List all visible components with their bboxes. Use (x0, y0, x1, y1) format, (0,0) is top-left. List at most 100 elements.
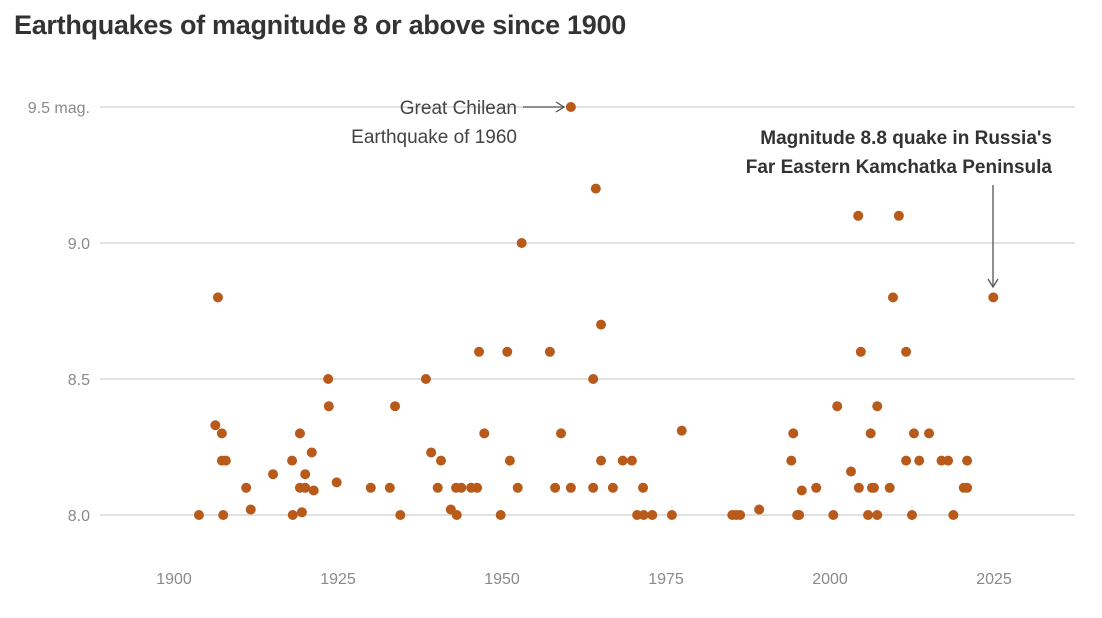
earthquake-point (853, 210, 864, 221)
earthquake-point (786, 455, 797, 466)
earthquake-point (504, 455, 515, 466)
earthquake-point (868, 482, 879, 493)
earthquake-point (865, 428, 876, 439)
earthquake-point (495, 510, 506, 520)
earthquake-point (365, 482, 376, 493)
earthquake-point (626, 455, 637, 466)
earthquake-point (479, 428, 490, 439)
earthquake-point (308, 485, 319, 496)
y-tick-label: 8.0 (68, 508, 90, 525)
earthquake-point (420, 374, 431, 384)
earthquake-point (596, 455, 607, 466)
annotation-chilean-line2: Earthquake of 1960 (351, 127, 517, 148)
earthquake-point (216, 428, 227, 439)
earthquake-point (607, 482, 618, 493)
earthquake-point (550, 482, 561, 493)
earthquake-point (456, 482, 467, 493)
y-tick-label: 9.5 mag. (28, 100, 90, 117)
earthquake-point (832, 401, 843, 412)
earthquake-point (948, 510, 959, 520)
earthquake-point (811, 482, 822, 493)
earthquake-point (451, 510, 462, 520)
earthquake-point (220, 455, 231, 466)
earthquake-point (287, 455, 298, 466)
y-tick-label: 8.5 (68, 372, 90, 389)
x-tick-label: 1975 (648, 571, 684, 588)
earthquake-point (300, 482, 311, 493)
x-tick-label: 2000 (812, 571, 848, 588)
x-tick-label: 2025 (976, 571, 1012, 588)
earthquake-point (796, 485, 807, 496)
earthquake-point (296, 507, 307, 518)
earthquake-point (390, 401, 401, 412)
earthquake-point (887, 292, 898, 303)
earthquake-point (962, 455, 973, 466)
annotation-russia-line2: Far Eastern Kamchatka Peninsula (746, 157, 1053, 178)
earthquake-point (212, 292, 223, 303)
earthquake-point (331, 477, 342, 488)
earthquake-point (617, 455, 628, 466)
earthquake-point (863, 510, 874, 520)
earthquake-point (638, 482, 649, 493)
earthquake-point (596, 319, 607, 330)
earthquake-point (901, 455, 912, 466)
earthquake-point (565, 482, 576, 493)
earthquake-point (735, 510, 746, 520)
earthquake-point (828, 510, 839, 520)
earthquake-point (432, 482, 443, 493)
earthquake-point (472, 482, 483, 493)
earthquake-point (590, 183, 601, 194)
earthquake-point (306, 447, 317, 458)
earthquake-point (512, 482, 523, 493)
earthquake-point (210, 420, 221, 431)
earthquake-point (754, 504, 765, 515)
earthquake-point (241, 482, 252, 493)
earthquake-point (323, 374, 334, 384)
earthquake-point (794, 510, 805, 520)
earthquake-point (323, 401, 334, 412)
earthquake-point (788, 428, 799, 439)
earthquake-point (245, 504, 256, 515)
earthquake-point (426, 447, 437, 458)
earthquake-point (218, 510, 229, 520)
earthquake-point (638, 510, 649, 520)
earthquake-point (908, 428, 919, 439)
earthquake-point (300, 469, 311, 480)
earthquake-point (395, 510, 406, 520)
earthquake-point (556, 428, 567, 439)
annotation-russia-line1: Magnitude 8.8 quake in Russia's (760, 128, 1052, 149)
earthquake-point (294, 428, 305, 439)
y-tick-label: 9.0 (68, 236, 90, 253)
earthquake-point (988, 292, 999, 303)
earthquake-point (474, 346, 485, 357)
earthquake-point (544, 346, 555, 357)
earthquake-point (676, 425, 687, 436)
x-tick-label: 1900 (156, 571, 192, 588)
chart-title: Earthquakes of magnitude 8 or above sinc… (14, 10, 626, 40)
earthquake-point (193, 510, 204, 520)
earthquake-point (502, 346, 513, 357)
x-tick-label: 1925 (320, 571, 356, 588)
earthquake-point (666, 510, 677, 520)
earthquake-point (588, 374, 599, 384)
earthquake-point (435, 455, 446, 466)
earthquake-point (872, 510, 883, 520)
earthquake-point (907, 510, 917, 520)
earthquake-point (287, 510, 298, 520)
earthquake-point (845, 466, 856, 477)
earthquake-point (853, 482, 864, 493)
earthquake-point (962, 482, 973, 493)
earthquake-point (884, 482, 895, 493)
earthquake-point (943, 455, 954, 466)
annotation-chilean-line1: Great Chilean (400, 98, 517, 119)
earthquake-point (855, 346, 866, 357)
earthquake-point (893, 210, 904, 221)
earthquake-point (384, 482, 395, 493)
earthquake-point (924, 428, 935, 439)
earthquake-point (872, 401, 883, 412)
earthquake-point (565, 102, 576, 112)
earthquake-point (914, 455, 925, 466)
earthquake-point (268, 469, 279, 480)
earthquake-point (647, 510, 658, 520)
